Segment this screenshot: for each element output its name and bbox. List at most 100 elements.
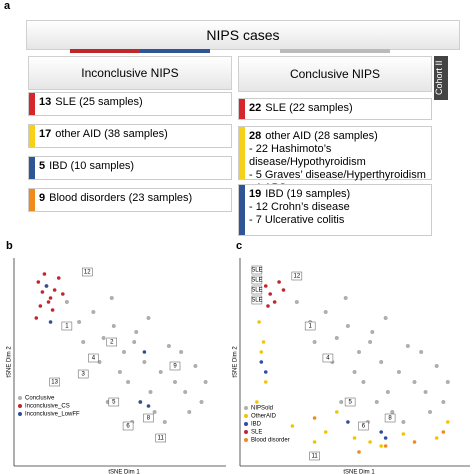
point xyxy=(50,308,55,312)
point xyxy=(64,300,69,304)
panel-label: c xyxy=(236,240,243,252)
point xyxy=(423,390,428,394)
legend-label: Inconclusive_CS xyxy=(25,404,70,410)
legend-swatch xyxy=(244,414,248,418)
annotation: SLE xyxy=(251,298,262,304)
point xyxy=(441,430,446,434)
point xyxy=(379,360,384,364)
point xyxy=(179,350,184,354)
point xyxy=(397,370,401,374)
annotation: 2 xyxy=(110,340,114,346)
legend-label: SLE xyxy=(251,430,262,436)
sub-line: - 7 Ulcerative colitis xyxy=(249,214,345,226)
point xyxy=(379,444,384,448)
point xyxy=(34,316,39,320)
item-box: 9 Blood disorders (23 samples) xyxy=(28,188,232,212)
point xyxy=(334,336,339,340)
point xyxy=(446,420,450,424)
point xyxy=(162,420,167,424)
point xyxy=(374,400,379,404)
point xyxy=(48,296,53,300)
point xyxy=(117,370,122,374)
point xyxy=(61,292,65,296)
point xyxy=(290,424,295,428)
annotation-box xyxy=(251,295,263,305)
legend-label: OtherAID xyxy=(251,414,277,420)
color-bar xyxy=(29,125,35,147)
count: 13 xyxy=(39,96,52,108)
title: NIPS cases xyxy=(26,20,460,50)
annotation-box xyxy=(251,285,263,295)
annotation-box xyxy=(49,377,60,387)
annotation: 3 xyxy=(82,372,86,378)
count: 17 xyxy=(39,128,52,140)
annotation-box xyxy=(155,433,166,443)
point xyxy=(91,310,96,314)
point xyxy=(312,340,317,344)
item-text: other AID (38 samples) xyxy=(55,128,168,140)
point xyxy=(445,380,450,384)
annotation-box xyxy=(358,421,369,431)
point xyxy=(335,410,339,414)
annotation-box xyxy=(108,397,120,407)
annotation: 8 xyxy=(147,416,151,422)
point xyxy=(312,416,317,420)
item-line: 9 Blood disorders (23 samples) xyxy=(39,192,227,205)
annotation: SLE xyxy=(251,278,262,284)
sub-line: - 12 Crohn’s disease xyxy=(249,201,350,213)
annotation-box xyxy=(82,267,93,277)
point xyxy=(412,380,417,384)
point xyxy=(434,364,439,368)
point xyxy=(383,444,388,448)
point xyxy=(183,390,188,394)
color-bar xyxy=(29,157,35,179)
legend-label: NIPSold xyxy=(251,406,273,412)
count: 9 xyxy=(39,192,46,204)
point xyxy=(385,390,390,394)
sub-line: - 5 Graves’ disease/Hyperthyroidism xyxy=(249,169,426,181)
legend-label: IBD xyxy=(251,422,262,428)
color-bar xyxy=(29,189,35,211)
annotation-box xyxy=(88,353,99,363)
point xyxy=(379,430,384,434)
point xyxy=(259,350,264,354)
item-line: 5 IBD (10 samples) xyxy=(39,160,227,173)
point xyxy=(401,432,406,436)
point xyxy=(203,380,208,384)
annotation: 4 xyxy=(326,356,330,362)
point xyxy=(368,440,372,444)
point xyxy=(412,440,417,444)
annotation: SLE xyxy=(251,288,262,294)
color-bar xyxy=(239,127,245,179)
annotation-box xyxy=(169,361,181,371)
point xyxy=(56,276,61,280)
point xyxy=(345,324,350,328)
item-box: 5 IBD (10 samples) xyxy=(28,156,232,180)
point xyxy=(38,304,43,308)
legend-label: Inconclusive_LowFF xyxy=(25,412,80,418)
stripe xyxy=(70,49,140,53)
point xyxy=(48,320,53,324)
annotation-box xyxy=(344,397,356,407)
x-axis-label: tSNE Dim 1 xyxy=(343,470,375,474)
point xyxy=(40,290,45,294)
item-text: SLE (25 samples) xyxy=(55,96,143,108)
point xyxy=(352,436,357,440)
item-line: 17 other AID (38 samples) xyxy=(39,128,227,141)
legend-swatch xyxy=(244,430,248,434)
point xyxy=(101,336,106,340)
point xyxy=(44,284,49,288)
stripe xyxy=(140,49,210,53)
annotation: 1 xyxy=(308,324,312,330)
item-text: other AID (28 samples) xyxy=(265,130,378,142)
y-axis-label: tSNE Dim 2 xyxy=(233,346,239,378)
point xyxy=(281,288,286,292)
point xyxy=(405,344,410,348)
point xyxy=(277,280,281,284)
point xyxy=(401,420,406,424)
point xyxy=(259,360,264,364)
item-text: IBD (19 samples) xyxy=(265,188,351,200)
annotation: 4 xyxy=(92,356,96,362)
legend-swatch xyxy=(244,438,248,442)
